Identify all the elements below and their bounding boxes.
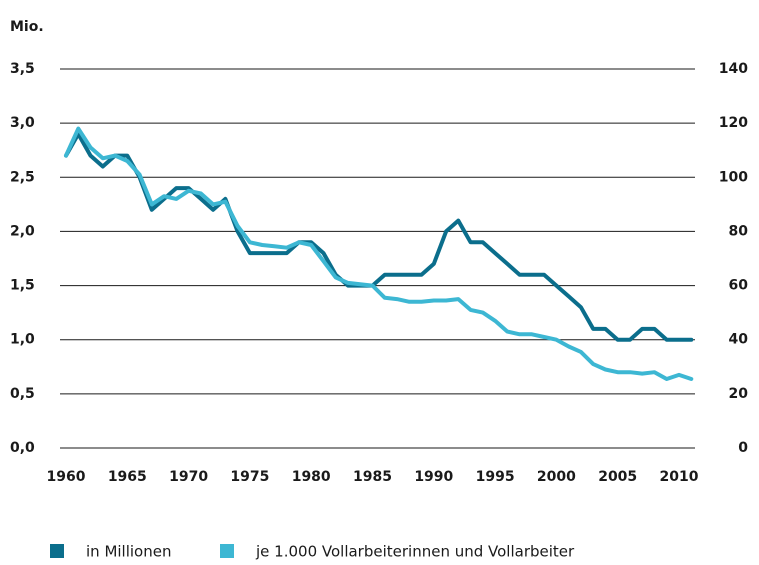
x-tick-label: 1995: [476, 469, 515, 485]
legend-label: in Millionen: [86, 543, 171, 561]
y2-tick-label: 40: [729, 332, 749, 348]
y-tick-label: 0,0: [10, 440, 35, 456]
y2-tick-label: 140: [719, 61, 748, 77]
y2-tick-label: 100: [719, 169, 748, 185]
x-tick-label: 1970: [169, 469, 208, 485]
series-line: [64, 126, 694, 381]
y-tick-label: 3,0: [10, 115, 35, 131]
y-tick-label: 3,5: [10, 61, 35, 77]
y2-tick-label: 120: [719, 115, 748, 131]
x-tick-label: 2005: [598, 469, 637, 485]
y-axis-label: Mio.: [10, 19, 44, 35]
x-tick-label: 2010: [660, 469, 699, 485]
x-tick-label: 1990: [414, 469, 453, 485]
y-tick-label: 1,5: [10, 278, 35, 294]
x-tick-label: 1965: [108, 469, 147, 485]
y-tick-label: 1,0: [10, 332, 35, 348]
series-line: [64, 132, 694, 342]
legend-swatch: [220, 544, 234, 558]
y-tick-label: 2,0: [10, 223, 35, 239]
x-tick-label: 1960: [47, 469, 86, 485]
y2-tick-label: 60: [729, 278, 749, 294]
y2-tick-label: 80: [729, 223, 749, 239]
y2-tick-label: 0: [738, 440, 748, 456]
x-tick-label: 2000: [537, 469, 576, 485]
x-tick-label: 1975: [230, 469, 269, 485]
legend-swatch: [50, 544, 64, 558]
y-tick-label: 2,5: [10, 169, 35, 185]
y2-tick-label: 20: [729, 386, 749, 402]
x-tick-label: 1985: [353, 469, 392, 485]
y-tick-label: 0,5: [10, 386, 35, 402]
legend-label: je 1.000 Vollarbeiterinnen und Vollarbei…: [255, 543, 575, 561]
x-tick-label: 1980: [292, 469, 331, 485]
